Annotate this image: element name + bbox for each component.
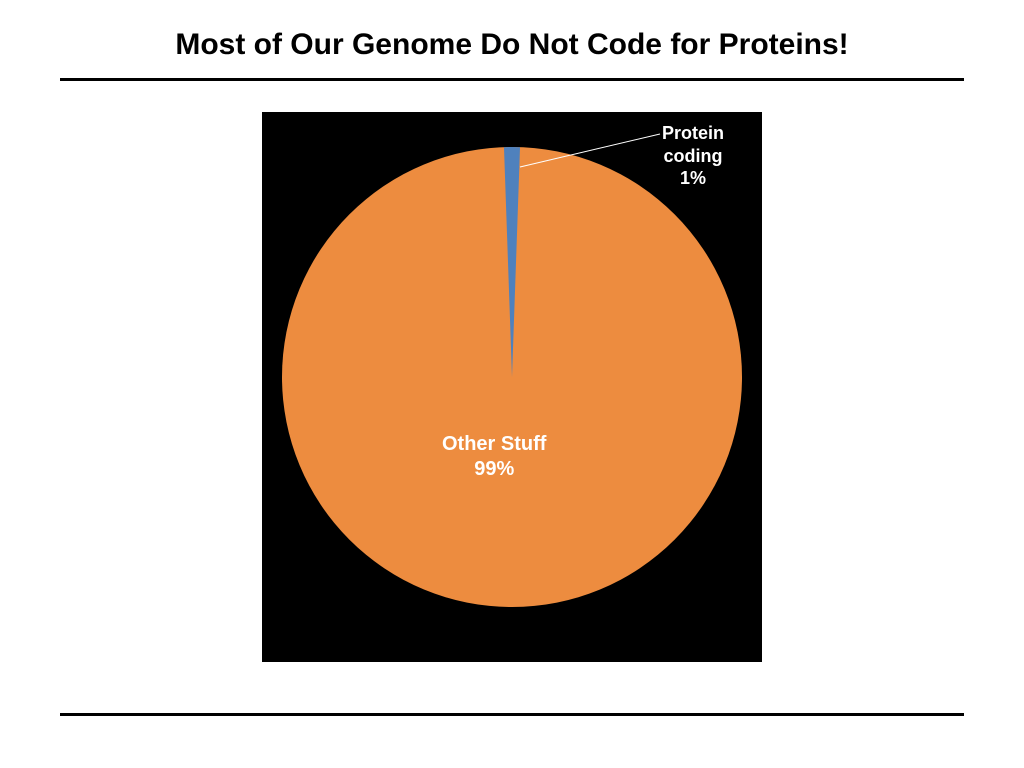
divider-bottom — [60, 713, 964, 716]
center-line1: Other Stuff — [442, 432, 546, 457]
callout-line1: Protein — [662, 122, 724, 145]
callout-line3: 1% — [662, 167, 724, 190]
slide-title: Most of Our Genome Do Not Code for Prote… — [0, 0, 1024, 74]
center-line2: 99% — [442, 457, 546, 482]
protein-coding-callout-label: Protein coding 1% — [662, 122, 724, 190]
other-stuff-center-label: Other Stuff 99% — [442, 432, 546, 482]
callout-line2: coding — [662, 145, 724, 168]
callout-leader-line — [262, 112, 762, 662]
pie-chart-panel: Protein coding 1% Other Stuff 99% — [262, 112, 762, 662]
divider-top — [60, 78, 964, 81]
